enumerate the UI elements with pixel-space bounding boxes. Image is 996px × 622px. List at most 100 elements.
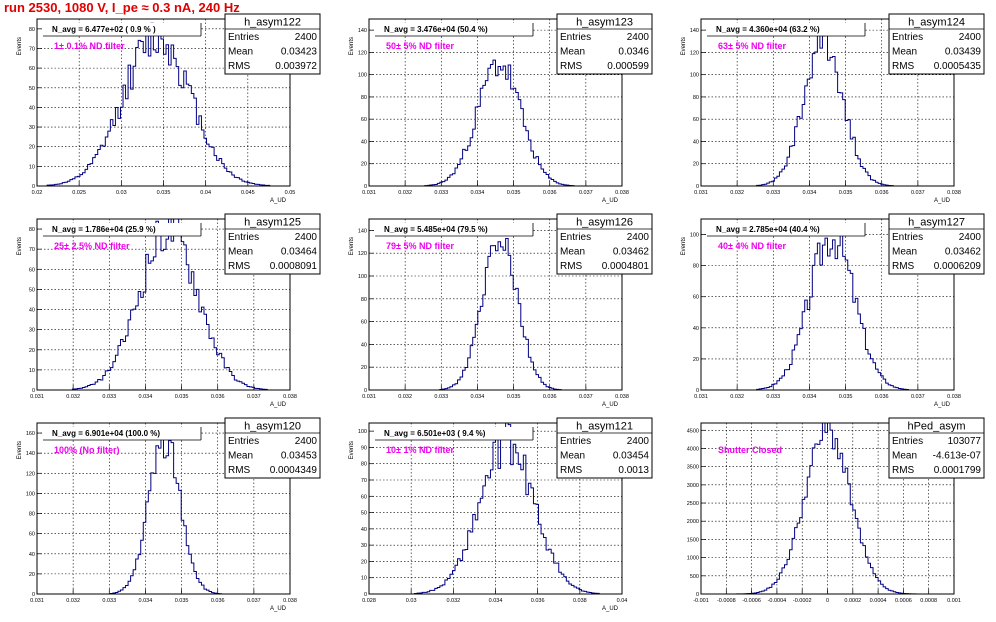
histogram-panel-h-asym124: 0.031 0.032 0.033 0.034 0.035 0.036 0.037 0.038… <box>664 13 996 214</box>
x-tick-label: 0.0004 <box>870 598 887 604</box>
x-tick-label: 0.03 <box>406 598 417 604</box>
x-tick-label: 0.031 <box>362 190 376 196</box>
navg-label: N_avg = 3.476e+04 (50.4 %) <box>384 25 488 34</box>
stats-value-rms: 0.003972 <box>275 61 317 72</box>
stats-value-entries: 2400 <box>295 232 318 243</box>
navg-box <box>43 223 201 236</box>
y-tick-label: 0 <box>364 388 367 394</box>
y-tick-label: 20 <box>693 357 699 363</box>
stats-value-rms: 0.0001799 <box>934 465 982 476</box>
stats-label-rms: RMS <box>892 261 915 272</box>
stats-label-entries: Entries <box>892 32 923 43</box>
x-tick-label: 0.032 <box>66 394 80 400</box>
histogram-panel-h-asym122: 0.02 0.025 0.03 0.035 0.04 0.045 0.05 0 10 20 30 40… <box>0 13 332 214</box>
x-tick-label: 0.036 <box>211 394 225 400</box>
histogram-line <box>701 229 954 391</box>
x-tick-label: 0.038 <box>573 598 587 604</box>
x-tick-label: 0.034 <box>471 394 485 400</box>
navg-label: N_avg = 6.477e+02 ( 0.9 % ) <box>52 25 156 34</box>
y-tick-label: 50 <box>29 86 35 92</box>
x-tick-label: 0.036 <box>543 190 557 196</box>
y-tick-label: 20 <box>29 348 35 354</box>
stats-value-entries: 2400 <box>295 32 318 43</box>
y-tick-label: 4000 <box>687 446 699 452</box>
navg-label: N_avg = 6.901e+04 (100.0 %) <box>52 429 160 438</box>
y-axis-title: Events <box>349 37 355 55</box>
histogram-line <box>369 59 622 187</box>
y-axis-ticks: 0 20 40 60 80 100 120 140 <box>358 28 374 190</box>
x-tick-label: 0.036 <box>875 394 889 400</box>
page-title: run 2530, 1080 V, I_pe ≈ 0.3 nA, 240 Hz <box>4 0 240 15</box>
x-tick-label: 0.031 <box>362 394 376 400</box>
y-axis-title: Events <box>17 441 23 459</box>
y-axis-title: Events <box>349 441 355 459</box>
x-tick-label: -0.0002 <box>793 598 812 604</box>
navg-label: N_avg = 4.360e+04 (63.2 %) <box>716 25 820 34</box>
y-axis-title: Events <box>17 237 23 255</box>
x-tick-label: 0.02 <box>32 190 43 196</box>
stats-value-rms: 0.0013 <box>618 465 649 476</box>
x-tick-label: 0.032 <box>398 190 412 196</box>
plot-frame <box>368 218 623 391</box>
y-axis-title: Events <box>681 237 687 255</box>
x-tick-label: 0.037 <box>579 394 593 400</box>
stats-value-entries: 2400 <box>627 32 650 43</box>
filter-annotation: Shutter Closed <box>718 445 782 455</box>
y-tick-label: 60 <box>361 320 367 326</box>
x-tick-label: 0.038 <box>615 394 629 400</box>
x-tick-label: 0.037 <box>247 598 261 604</box>
y-tick-label: 60 <box>693 117 699 123</box>
x-axis-title: A_UD <box>602 402 619 408</box>
stats-value-mean: 0.03454 <box>613 451 650 462</box>
y-tick-label: 40 <box>693 139 699 145</box>
navg-box <box>375 427 533 440</box>
x-tick-label: 0.038 <box>283 598 297 604</box>
x-tick-label: 0.035 <box>507 394 521 400</box>
stats-box: h_asym121 Entries 2400 Mean 0.03454 RMS 0.0013 <box>556 417 653 479</box>
y-tick-label: 30 <box>29 328 35 334</box>
stats-label-entries: Entries <box>560 436 591 447</box>
x-tick-label: 0.05 <box>285 190 296 196</box>
y-tick-label: 20 <box>693 162 699 168</box>
y-tick-label: 1000 <box>687 556 699 562</box>
x-tick-label: 0.034 <box>471 190 485 196</box>
stats-label-mean: Mean <box>560 451 585 462</box>
histogram-title: h_asym122 <box>244 17 301 29</box>
x-axis-title: A_UD <box>270 402 287 408</box>
x-tick-label: 0.037 <box>247 394 261 400</box>
x-tick-label: 0.034 <box>803 190 817 196</box>
x-tick-label: 0.035 <box>839 394 853 400</box>
plot-frame <box>368 18 623 187</box>
x-tick-label: 0.035 <box>157 190 171 196</box>
x-tick-label: 0 <box>826 598 829 604</box>
x-axis-ticks: 0.031 0.032 0.033 0.034 0.035 0.036 0.037 0.038 <box>362 385 629 400</box>
histogram-panel-h-asym121: 0.028 0.03 0.032 0.034 0.036 0.038 0.04 0 10 20 30… <box>332 417 664 622</box>
x-tick-label: 0.033 <box>434 190 448 196</box>
histogram-line <box>37 218 290 391</box>
stats-value-rms: 0.000599 <box>607 61 649 72</box>
y-tick-label: 60 <box>29 267 35 273</box>
stats-value-entries: 2400 <box>295 436 318 447</box>
y-tick-label: 20 <box>361 559 367 565</box>
navg-box <box>375 223 533 236</box>
y-tick-label: 0 <box>696 592 699 598</box>
y-tick-label: 40 <box>29 308 35 314</box>
histogram-svg: 0.031 0.032 0.033 0.034 0.035 0.036 0.037 0.038… <box>17 417 321 612</box>
histogram-title: h_asym124 <box>908 17 965 29</box>
stats-label-entries: Entries <box>228 436 259 447</box>
x-tick-label: -0.0008 <box>717 598 736 604</box>
y-tick-label: 120 <box>26 471 35 477</box>
stats-value-mean: 0.03439 <box>945 47 982 58</box>
stats-label-entries: Entries <box>228 232 259 243</box>
y-axis-title: Events <box>681 37 687 55</box>
x-tick-label: 0.038 <box>283 394 297 400</box>
histogram-panel-h-asym125: 0.031 0.032 0.033 0.034 0.035 0.036 0.037 0.038… <box>0 213 332 418</box>
y-tick-label: 90 <box>361 445 367 451</box>
y-tick-label: 500 <box>690 574 699 580</box>
y-tick-label: 10 <box>29 164 35 170</box>
x-axis-title: A_UD <box>270 606 287 612</box>
stats-label-rms: RMS <box>892 465 915 476</box>
y-tick-label: 140 <box>358 28 367 34</box>
y-tick-label: 30 <box>29 125 35 131</box>
x-tick-label: 0.038 <box>615 190 629 196</box>
